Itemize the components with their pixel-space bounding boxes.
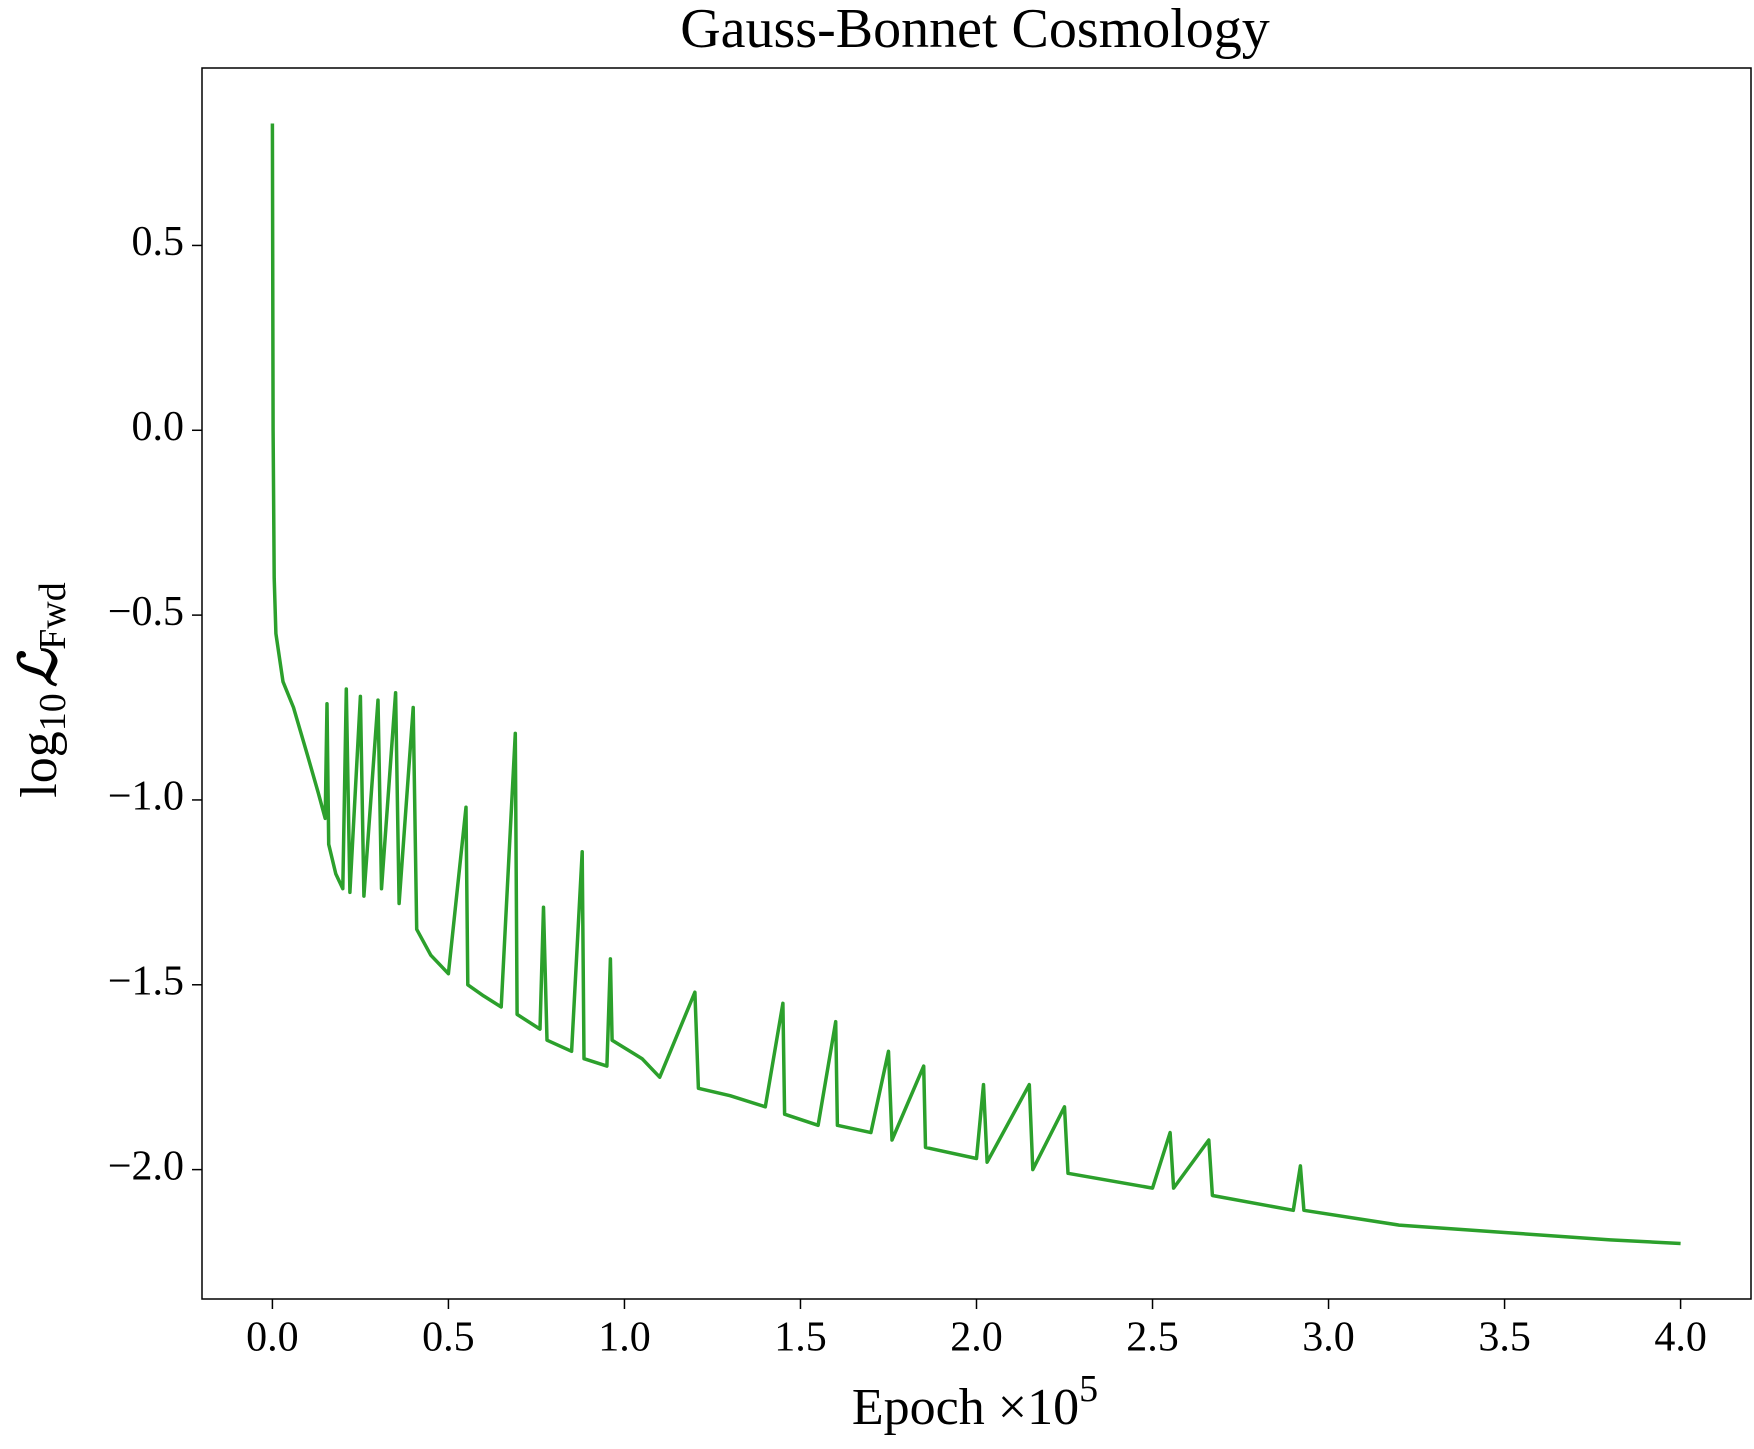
y-axis-label: log10 ℒFwd	[11, 582, 74, 797]
chart-title: Gauss-Bonnet Cosmology	[680, 0, 1270, 60]
y-tick-label: 0.0	[132, 404, 185, 450]
y-tick-label: −2.0	[108, 1143, 184, 1189]
x-label-sup: 5	[1079, 1368, 1098, 1410]
y-label-text: log	[11, 731, 68, 797]
data-line	[270, 123, 1681, 1246]
y-tick-label: −0.5	[108, 589, 184, 635]
x-tick-label: 1.0	[598, 1315, 651, 1361]
y-label-symbol: ℒ	[11, 647, 68, 687]
x-tick-label: 0.0	[246, 1315, 299, 1361]
y-tick-label: −1.5	[108, 958, 184, 1004]
plot-frame	[201, 67, 1752, 1300]
y-tick-label: 0.5	[132, 219, 185, 265]
x-tick-label: 1.5	[774, 1315, 827, 1361]
x-axis-label: Epoch ×105	[852, 1368, 1098, 1436]
x-tick-label: 2.0	[950, 1315, 1003, 1361]
x-tick-label: 0.5	[422, 1315, 475, 1361]
x-tick-label: 3.0	[1302, 1315, 1355, 1361]
x-tick-label: 3.5	[1478, 1315, 1531, 1361]
x-tick-label: 4.0	[1654, 1315, 1707, 1361]
y-label-sub: 10	[32, 693, 74, 731]
y-tick-label: −1.0	[108, 774, 184, 820]
y-label-symbol-sub: Fwd	[32, 582, 74, 650]
x-tick-label: 2.5	[1126, 1315, 1179, 1361]
x-label-text: Epoch ×10	[852, 1379, 1079, 1436]
